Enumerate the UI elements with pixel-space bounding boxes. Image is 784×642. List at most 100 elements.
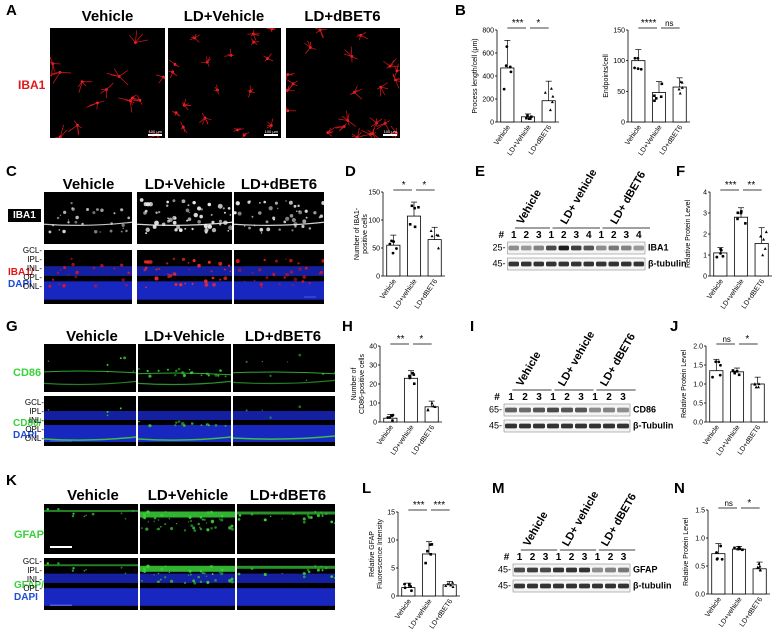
labelled-cell (86, 208, 90, 212)
labelled-cell (269, 416, 272, 419)
labelled-cell (183, 529, 187, 532)
labelled-cell (199, 580, 203, 584)
labelled-cell (47, 409, 50, 411)
microglia-process (199, 117, 206, 123)
membrane-band (233, 435, 335, 440)
labelled-cell (177, 367, 181, 371)
data-point (430, 543, 434, 546)
labelled-cell (205, 522, 208, 524)
labelled-cell (308, 227, 312, 230)
labelled-cell (333, 522, 335, 525)
data-point (426, 408, 430, 412)
y-tick-label: 0 (621, 120, 625, 127)
x-tick-label: Vehicle (394, 598, 413, 621)
microglia-process (206, 56, 211, 63)
onl-layer (140, 588, 235, 606)
blot-band (592, 583, 603, 589)
labelled-cell (306, 568, 310, 572)
blot-band (566, 567, 577, 573)
data-point (633, 66, 637, 70)
labelled-cell (206, 511, 210, 515)
blot-band (589, 423, 601, 429)
microglia-process (315, 29, 321, 34)
bar (754, 243, 769, 277)
inl-layer (140, 573, 235, 583)
labelled-cell (260, 286, 263, 288)
labelled-cell (193, 581, 197, 585)
significance-label: *** (413, 500, 425, 511)
labelled-cell (333, 577, 335, 579)
data-point (719, 544, 723, 548)
labelled-cell (154, 276, 159, 281)
data-point (715, 551, 718, 554)
y-tick-label: 20 (369, 382, 377, 389)
data-point (413, 206, 416, 210)
data-point (737, 545, 741, 549)
inl-layer (44, 266, 132, 276)
labelled-cell (113, 267, 116, 270)
labelled-cell (293, 204, 297, 208)
layer-gcl: GCL- (24, 398, 44, 407)
labelled-cell (119, 357, 122, 360)
blot-band (579, 583, 590, 589)
data-point (659, 95, 663, 99)
blot-band (533, 245, 544, 251)
labelled-cell (93, 230, 98, 234)
labelled-cell (157, 572, 160, 575)
labelled-cell (214, 423, 218, 427)
micrograph-c-iba1-ld-vehicle (137, 192, 232, 244)
data-point (636, 67, 640, 71)
labelled-cell (168, 217, 173, 223)
labelled-cell (56, 271, 60, 275)
marker-dapi: DAPI (13, 430, 37, 441)
blot-group-label: LD+ dBET6 (598, 331, 638, 388)
labelled-cell (191, 282, 194, 285)
data-point (756, 385, 760, 389)
microglia-process (380, 87, 386, 96)
bar (709, 370, 724, 423)
labelled-cell (145, 527, 149, 531)
data-point (412, 382, 416, 386)
labelled-cell (209, 510, 213, 515)
microglia-process (118, 97, 131, 101)
molecular-weight: 45- (489, 420, 502, 430)
microglia-process (338, 118, 348, 121)
data-point (525, 116, 528, 120)
microglia-process (395, 79, 400, 83)
labelled-cell (184, 228, 186, 230)
labelled-cell (211, 220, 215, 224)
labelled-cell (218, 223, 222, 226)
microglia-process (270, 118, 274, 126)
labelled-cell (316, 514, 320, 518)
data-point (653, 99, 656, 103)
labelled-cell (57, 508, 60, 511)
layer-onl: ONL- (22, 282, 42, 291)
labelled-cell (298, 353, 302, 357)
labelled-cell (160, 513, 164, 517)
labelled-cell (166, 262, 169, 265)
labelled-cell (237, 268, 242, 273)
y-tick-label: 100 (613, 58, 625, 65)
membrane-band (233, 379, 335, 385)
data-point (737, 373, 741, 377)
labelled-cell (110, 222, 113, 225)
labelled-cell (83, 569, 86, 572)
labelled-cell (193, 529, 197, 532)
micrograph-c-iba1-vehicle (44, 192, 132, 244)
labelled-cell (188, 369, 191, 371)
labelled-cell (210, 526, 213, 530)
labelled-cell (302, 275, 307, 279)
labelled-cell (224, 375, 227, 378)
data-point (720, 557, 724, 561)
onl-layer (234, 281, 324, 300)
y-tick-label: 200 (482, 97, 494, 104)
data-point (719, 251, 722, 255)
data-point (753, 382, 757, 386)
lane-number: 2 (606, 392, 612, 403)
blot-band (583, 261, 594, 267)
blot-band (583, 245, 594, 251)
labelled-cell (167, 217, 169, 219)
microglia-process (96, 102, 98, 110)
labelled-cell (123, 356, 127, 360)
